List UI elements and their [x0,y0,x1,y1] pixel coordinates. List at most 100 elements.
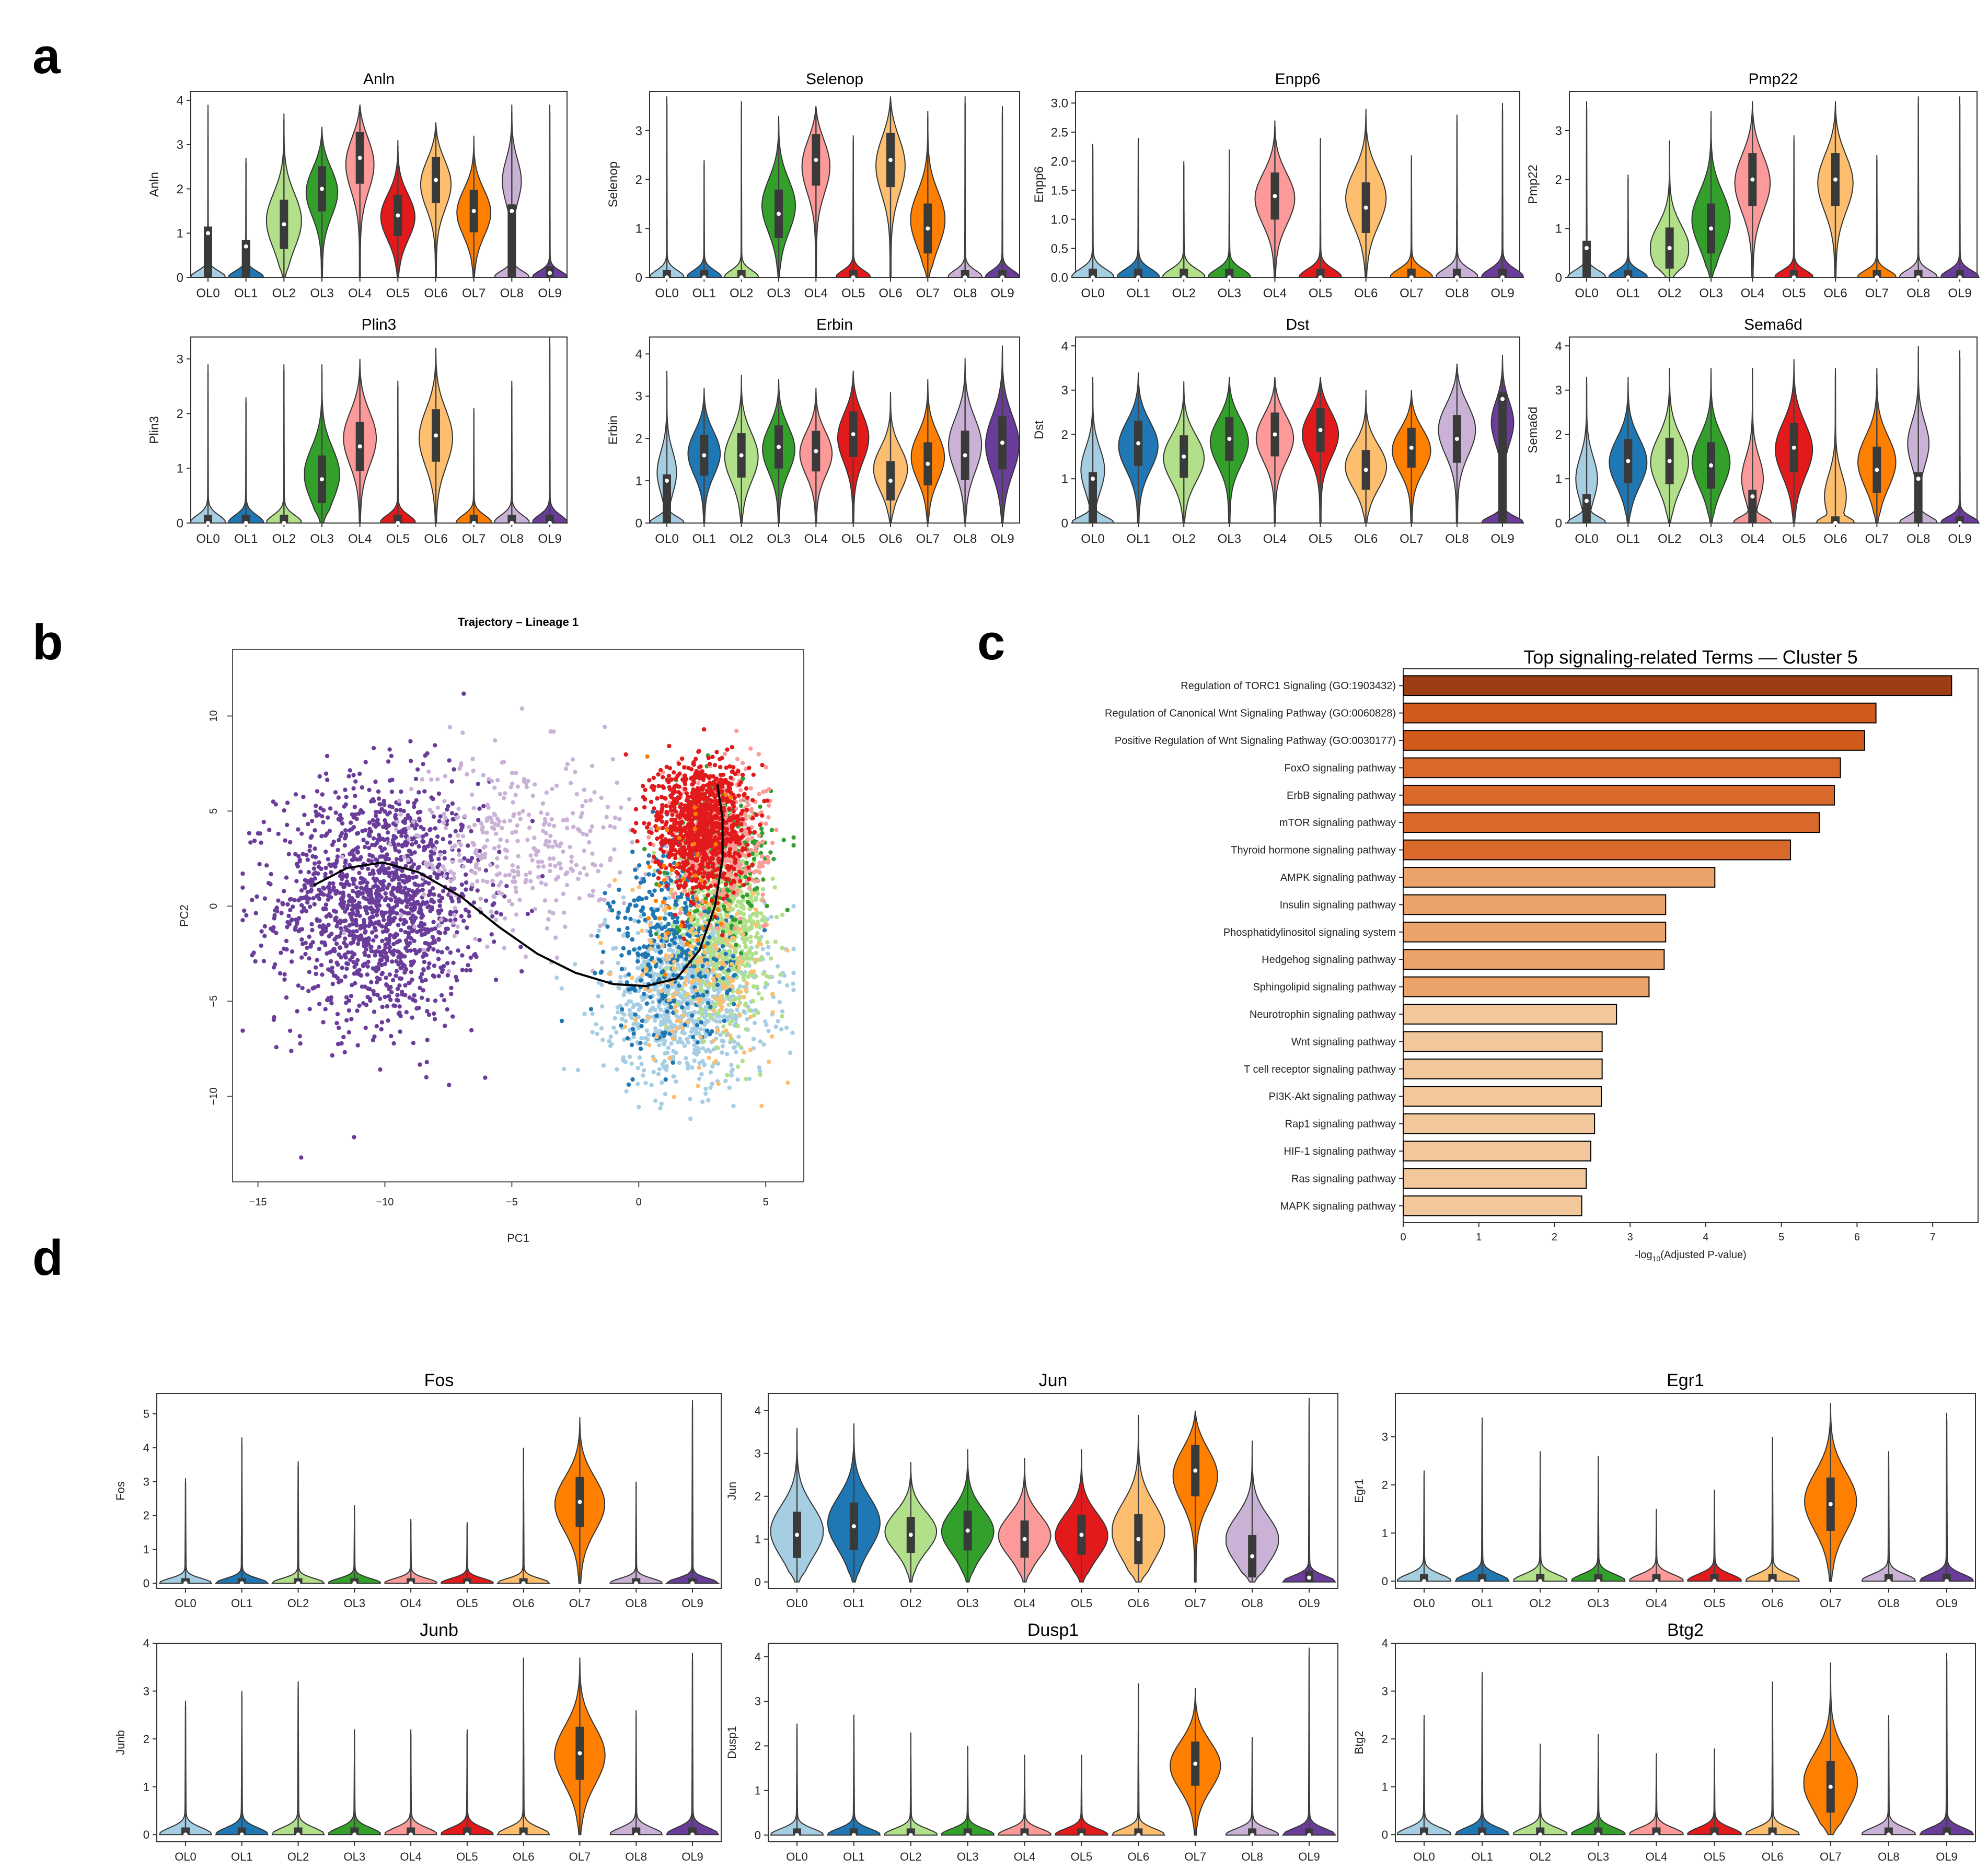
y-tick-label: 0 [635,271,642,285]
scatter-point [624,1089,629,1094]
scatter-point [657,977,662,982]
scatter-point [754,958,758,962]
scatter-point [307,934,311,939]
scatter-point [304,896,309,901]
scatter-point [510,868,515,873]
x-tick-label: OL5 [1309,286,1332,300]
scatter-point [730,984,735,989]
scatter-point [448,869,453,874]
scatter-point [299,955,304,960]
scatter-point [549,817,554,822]
scatter-point [565,762,570,766]
scatter-point [328,959,333,964]
scatter-point [261,959,267,963]
scatter-point [742,1050,747,1055]
scatter-point [720,1004,724,1009]
violin-median [1409,445,1414,450]
scatter-point [580,811,585,816]
scatter-point [442,856,447,861]
scatter-point [503,873,508,878]
subplot-title: Dst [1286,316,1310,333]
scatter-point [428,841,433,846]
scatter-point [497,819,502,824]
scatter-point [672,999,676,1004]
scatter-point [729,1062,734,1067]
scatter-point [518,817,523,821]
scatter-point [691,994,696,1000]
scatter-point [600,1004,605,1009]
violin-box [1407,269,1416,277]
scatter-point [651,1057,656,1062]
scatter-point [484,818,489,823]
scatter-point [577,896,582,901]
scatter-point [429,856,434,862]
scatter-point [431,947,436,952]
scatter-point [290,949,295,954]
scatter-point [540,874,545,879]
scatter-point [760,887,766,892]
y-tick-label: 2 [1555,428,1562,442]
scatter-point [388,997,393,1002]
scatter-point [355,1008,360,1013]
y-tick-label: 3 [1061,384,1068,398]
scatter-point [667,896,672,900]
scatter-point [720,999,725,1004]
scatter-point [346,1008,352,1013]
scatter-point [400,878,405,884]
scatter-point [351,930,355,934]
scatter-point [604,815,609,820]
scatter-point [344,795,349,799]
scatter-point [322,940,327,945]
scatter-point [429,777,434,782]
scatter-point [288,840,293,845]
violin-median [471,521,476,525]
scatter-point [344,1018,349,1023]
scatter-point [648,938,653,943]
violin-median [471,208,476,213]
scatter-point [368,892,373,897]
scatter-point [442,799,447,804]
scatter-point [616,985,621,990]
scatter-point [701,1039,707,1044]
scatter-point [633,1012,638,1017]
scatter-point [337,1041,341,1047]
scatter-point [420,888,425,892]
scatter-point [437,903,442,908]
scatter-point [640,928,644,933]
scatter-point [528,853,533,858]
scatter-point [547,822,552,827]
scatter-point [432,847,437,852]
scatter-point [692,1019,697,1024]
scatter-point [718,1019,723,1024]
scatter-point [383,961,387,967]
scatter-point [490,914,495,919]
scatter-point [731,1045,736,1050]
scatter-point [759,911,764,916]
scatter-point [678,1019,683,1024]
scatter-point [653,1018,657,1023]
scatter-point [320,972,325,977]
scatter-point [621,895,626,900]
scatter-point [448,833,453,838]
scatter-point [312,902,317,907]
scatter-point [360,924,365,930]
scatter-point [634,978,640,983]
scatter-point [653,1098,658,1103]
y-tick-label: 2 [1555,173,1562,187]
scatter-point [284,947,289,952]
scatter-point [751,1046,756,1051]
scatter-point [338,890,342,896]
scatter-point [596,994,600,998]
scatter-point [343,936,348,941]
scatter-point [493,738,498,743]
violin-median [777,212,781,216]
scatter-point [302,812,307,817]
scatter-point [364,885,369,889]
scatter-point [735,912,739,916]
scatter-point [710,1064,715,1069]
scatter-point [408,902,413,907]
scatter-point [309,922,314,927]
scatter-point [750,998,756,1004]
scatter-point [686,1011,690,1016]
scatter-point [657,935,662,940]
